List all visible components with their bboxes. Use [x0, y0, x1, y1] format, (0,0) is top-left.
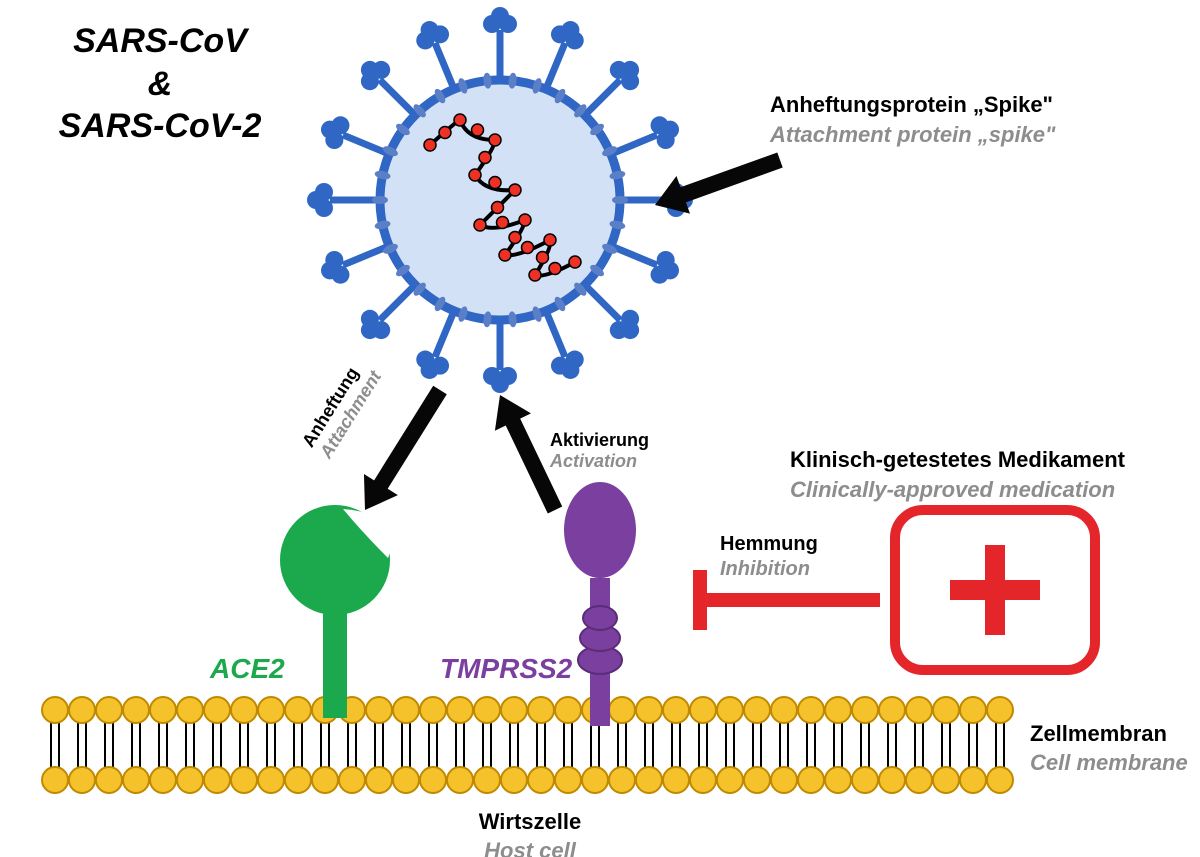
label-inhibition-en: Inhibition: [720, 557, 818, 582]
title-line2: &: [148, 65, 173, 103]
label-hostcell-de: Wirtszelle: [430, 808, 630, 837]
label-membrane: Zellmembran Cell membrane: [1030, 720, 1188, 777]
label-spike: Anheftungsprotein „Spike" Attachment pro…: [770, 90, 1055, 149]
ace2-receptor: [280, 505, 392, 718]
label-membrane-de: Zellmembran: [1030, 720, 1188, 749]
label-medication-de: Klinisch-getestetes Medikament: [790, 445, 1125, 475]
label-spike-en: Attachment protein „spike": [770, 120, 1055, 150]
label-hostcell: Wirtszelle Host cell: [430, 808, 630, 857]
title-line3: SARS-CoV-2: [59, 107, 262, 145]
label-inhibition: Hemmung Inhibition: [720, 532, 818, 582]
label-medication: Klinisch-getestetes Medikament Clinicall…: [790, 445, 1125, 504]
tmprss2-protease: [564, 482, 636, 726]
title-line1: SARS-CoV: [73, 22, 247, 60]
cell-membrane: [42, 697, 1013, 793]
label-medication-en: Clinically-approved medication: [790, 475, 1125, 505]
label-activation: Aktivierung Activation: [550, 430, 649, 471]
label-membrane-en: Cell membrane: [1030, 749, 1188, 778]
label-activation-en: Activation: [550, 451, 649, 472]
label-hostcell-en: Host cell: [430, 837, 630, 857]
medication-icon: [895, 510, 1095, 670]
title: SARS-CoV & SARS-CoV-2: [30, 20, 290, 148]
label-spike-de: Anheftungsprotein „Spike": [770, 90, 1055, 120]
label-inhibition-de: Hemmung: [720, 532, 818, 557]
label-ace2: ACE2: [210, 653, 285, 685]
label-tmprss2: TMPRSS2: [440, 653, 572, 685]
label-activation-de: Aktivierung: [550, 430, 649, 451]
